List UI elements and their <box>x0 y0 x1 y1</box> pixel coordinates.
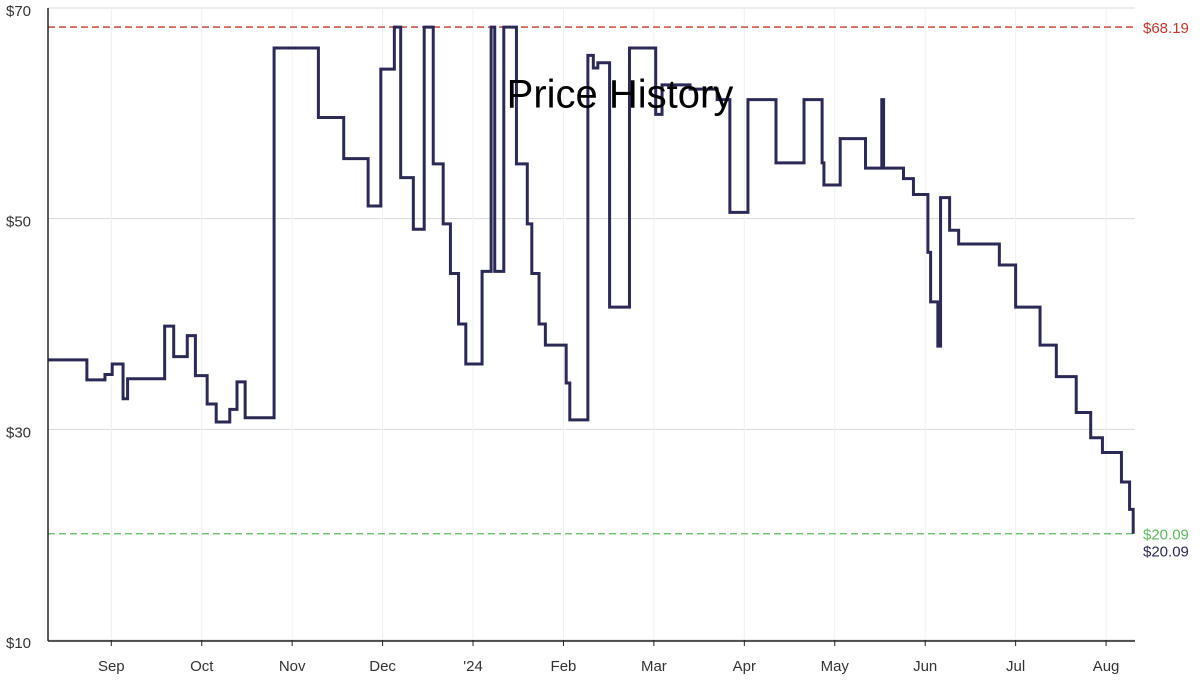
y-tick-label: $10 <box>6 635 31 652</box>
x-tick-label: Oct <box>190 658 214 675</box>
y-tick-label: $50 <box>6 214 31 231</box>
plot <box>48 25 1135 534</box>
grid <box>48 7 1135 646</box>
reference-label: $68.19 <box>1143 20 1189 37</box>
price-line <box>48 25 1135 534</box>
x-tick-label: Jun <box>913 658 937 675</box>
x-tick-label: May <box>821 658 850 675</box>
reference-label: $20.09 <box>1143 527 1189 544</box>
x-tick-label: '24 <box>463 658 483 675</box>
x-tick-label: Jul <box>1006 658 1025 675</box>
y-tick-label: $30 <box>6 424 31 441</box>
chart-title: Price History <box>507 73 734 117</box>
x-tick-label: Dec <box>369 658 396 675</box>
y-tick-label: $70 <box>6 3 31 20</box>
x-tick-label: Mar <box>641 658 667 675</box>
x-tick-label: Feb <box>551 658 577 675</box>
x-tick-label: Aug <box>1093 658 1120 675</box>
x-tick-label: Apr <box>733 658 756 675</box>
x-tick-label: Sep <box>98 658 125 675</box>
current-price-label: $20.09 <box>1143 544 1189 561</box>
x-tick-label: Nov <box>279 658 306 675</box>
